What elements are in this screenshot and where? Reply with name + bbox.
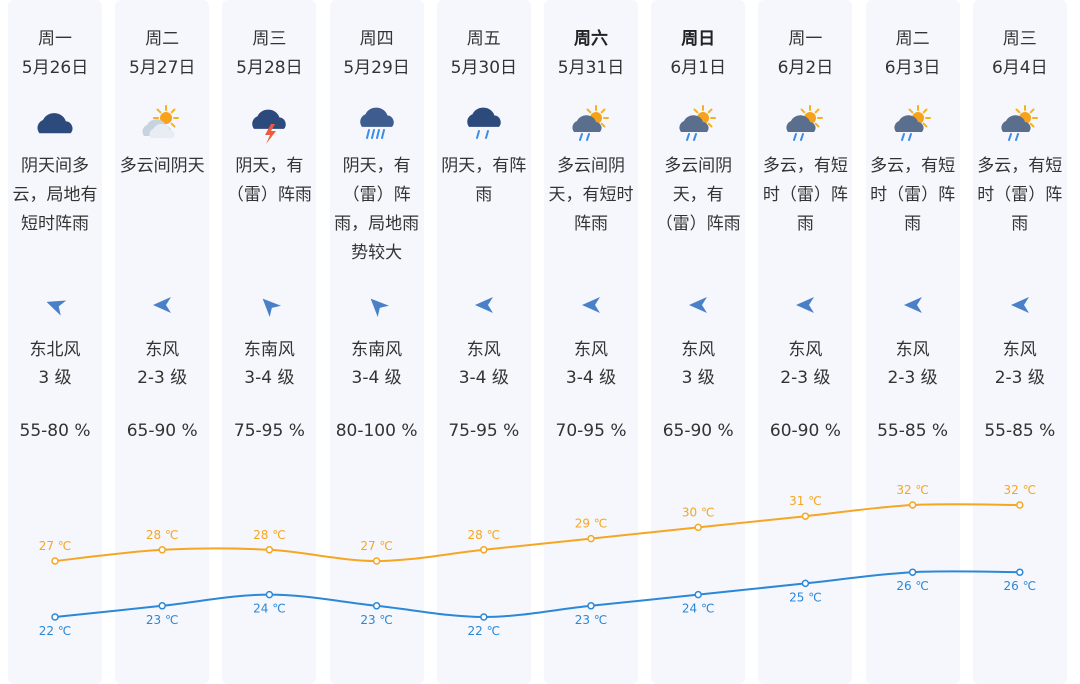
day-of-week: 周六 (574, 29, 608, 49)
wind-direction-icon (758, 292, 852, 318)
forecast-date: 6月2日 (777, 58, 834, 78)
wind-level: 3-4 级 (351, 368, 402, 388)
humidity: 55-85 % (984, 421, 1056, 441)
sun-cloud-rain-icon (544, 104, 638, 148)
wind-direction-icon (544, 292, 638, 318)
weather-description: 多云，有短时（雷）阵雨 (977, 156, 1063, 234)
wind-direction: 东北风 (29, 340, 81, 360)
wind-level: 2-3 级 (994, 368, 1045, 388)
forecast-date: 5月26日 (21, 58, 89, 78)
humidity: 65-90 % (662, 421, 734, 441)
day-of-week: 周二 (895, 29, 930, 49)
weather-description: 多云间阴天，有（雷）阵雨 (655, 156, 741, 234)
wind-direction: 东风 (574, 340, 608, 360)
wind-direction-icon (437, 292, 531, 318)
wind-level: 3-4 级 (244, 368, 295, 388)
day-of-week: 周三 (252, 29, 287, 49)
day-column: 周三 6月4日多云，有短时（雷）阵雨东风 2-3 级 55-85 % (972, 0, 1067, 684)
wind-direction: 东南风 (243, 340, 295, 360)
wind-direction: 东风 (1002, 340, 1037, 360)
wind-direction: 东南风 (351, 340, 403, 360)
weather-description: 多云，有短时（雷）阵雨 (870, 156, 956, 234)
humidity: 80-100 % (335, 421, 418, 441)
weather-description: 多云间阴天 (119, 156, 205, 176)
humidity: 55-85 % (877, 421, 949, 441)
day-column: 周四 5月29日阴天，有（雷）阵雨，局地雨势较大东南风 3-4 级 80-100 % (329, 0, 424, 684)
wind-direction: 东风 (681, 340, 716, 360)
wind-direction: 东风 (145, 340, 180, 360)
day-column: 周一 5月26日阴天间多云，局地有短时阵雨东北风 3 级 55-80 % (8, 0, 102, 684)
humidity: 75-95 % (233, 421, 305, 441)
partly-cloudy-icon (115, 104, 209, 148)
weather-description: 阴天，有阵雨 (441, 156, 527, 205)
humidity: 65-90 % (126, 421, 198, 441)
wind-direction: 东风 (466, 340, 501, 360)
forecast-date: 5月31日 (557, 58, 625, 78)
wind-direction-icon (115, 292, 209, 318)
sun-cloud-rain-icon (651, 104, 745, 148)
weather-description: 多云间阴天，有短时阵雨 (548, 156, 634, 234)
forecast-date: 5月29日 (343, 58, 410, 78)
wind-level: 3-4 级 (565, 368, 617, 388)
wind-level: 2-3 级 (887, 368, 938, 388)
thunderstorm-icon (222, 104, 316, 148)
wind-direction-icon (330, 292, 424, 318)
sun-cloud-rain-icon (973, 104, 1067, 148)
day-of-week: 周日 (681, 29, 716, 49)
wind-direction-icon (222, 292, 316, 318)
day-column: 周三 5月28日阴天，有（雷）阵雨东南风 3-4 级 75-95 % (222, 0, 317, 684)
day-column: 周日 6月1日多云间阴天，有（雷）阵雨东风 3 级 65-90 % (651, 0, 746, 684)
weather-description: 阴天，有（雷）阵雨，局地雨势较大 (334, 156, 420, 263)
forecast-date: 5月28日 (236, 58, 303, 78)
humidity: 75-95 % (448, 421, 520, 441)
wind-level: 3-4 级 (458, 368, 509, 388)
weather-description: 多云，有短时（雷）阵雨 (762, 156, 848, 234)
wind-direction-icon (8, 292, 102, 318)
humidity: 60-90 % (769, 421, 841, 441)
day-of-week: 周一 (38, 29, 72, 49)
sun-cloud-rain-icon (758, 104, 852, 148)
forecast-date: 5月30日 (450, 58, 518, 78)
wind-level: 2-3 级 (780, 368, 831, 388)
wind-level: 3 级 (681, 368, 715, 388)
heavy-rain-icon (330, 104, 424, 148)
rain-icon (437, 104, 531, 148)
day-column: 周二 6月3日多云，有短时（雷）阵雨东风 2-3 级 55-85 % (865, 0, 960, 684)
day-of-week: 周五 (466, 29, 501, 49)
forecast-date: 6月1日 (670, 58, 726, 78)
wind-direction-icon (973, 292, 1067, 318)
humidity: 55-80 % (19, 421, 91, 441)
day-column: 周一 6月2日多云，有短时（雷）阵雨东风 2-3 级 60-90 % (758, 0, 853, 684)
weather-description: 阴天间多云，局地有短时阵雨 (12, 156, 98, 234)
day-column: 周五 5月30日阴天，有阵雨东风 3-4 级 75-95 % (436, 0, 531, 684)
forecast-date: 5月27日 (128, 58, 196, 78)
cloudy-icon (8, 104, 102, 148)
day-column: 周二 5月27日多云间阴天东风 2-3 级 65-90 % (115, 0, 210, 684)
wind-direction: 东风 (788, 340, 823, 360)
day-column: 周六 5月31日多云间阴天，有短时阵雨东风 3-4 级 70-95 % (544, 0, 638, 684)
forecast-date: 6月4日 (991, 58, 1048, 78)
wind-level: 2-3 级 (137, 368, 188, 388)
wind-direction: 东风 (895, 340, 930, 360)
day-of-week: 周二 (145, 29, 180, 49)
wind-direction-icon (866, 292, 960, 318)
day-of-week: 周四 (359, 29, 394, 49)
day-of-week: 周三 (1002, 29, 1037, 49)
sun-cloud-rain-icon (866, 104, 960, 148)
humidity: 70-95 % (555, 421, 627, 441)
wind-direction-icon (651, 292, 745, 318)
day-of-week: 周一 (788, 29, 823, 49)
forecast-date: 6月3日 (884, 58, 941, 78)
weather-description: 阴天，有（雷）阵雨 (226, 156, 312, 205)
wind-level: 3 级 (38, 368, 72, 388)
